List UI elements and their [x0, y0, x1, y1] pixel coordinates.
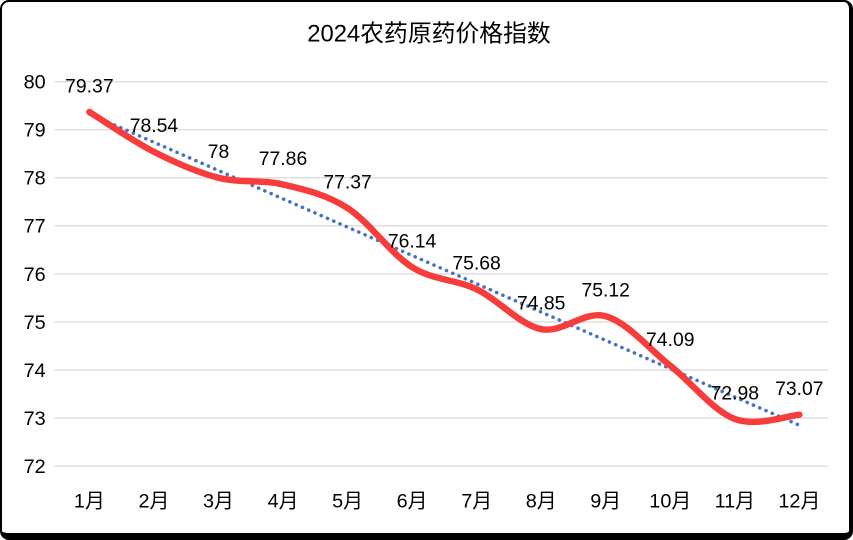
data-label: 77.86 — [259, 149, 307, 170]
data-label: 72.98 — [711, 383, 759, 404]
y-tick-label: 74 — [24, 360, 46, 382]
data-label: 76.14 — [388, 232, 437, 253]
x-tick-label: 1月 — [74, 491, 105, 513]
price-index-line — [86, 108, 803, 426]
y-tick-label: 73 — [24, 408, 46, 430]
chart-svg: 80 79 78 77 76 75 74 73 72 1月 2月 3月 4月 5月 6月 7月 8月 9月 10月… — [24, 20, 829, 513]
y-tick-label: 79 — [24, 120, 46, 142]
x-tick-label: 10月 — [649, 491, 691, 513]
y-tick-label: 76 — [24, 264, 46, 286]
x-tick-label: 6月 — [397, 491, 428, 513]
x-tick-label: 12月 — [778, 491, 820, 513]
series-layer — [86, 108, 803, 428]
data-labels: 79.37 78.54 78 77.86 77.37 76.14 75.68 74.85 75.… — [65, 76, 823, 404]
data-label: 79.37 — [65, 76, 113, 97]
x-tick-label: 9月 — [590, 491, 621, 513]
x-tick-label: 8月 — [526, 491, 557, 513]
data-label: 75.12 — [582, 281, 630, 302]
y-axis-labels: 80 79 78 77 76 75 74 73 72 — [24, 72, 46, 478]
data-label: 77.37 — [323, 172, 371, 193]
x-tick-label: 2月 — [138, 491, 169, 513]
y-tick-label: 72 — [24, 456, 46, 478]
data-label: 74.85 — [517, 294, 565, 315]
y-tick-label: 77 — [24, 216, 46, 238]
data-label: 78.54 — [130, 116, 179, 137]
y-tick-label: 78 — [24, 168, 46, 190]
data-label: 78 — [208, 142, 230, 163]
gridlines — [54, 80, 829, 467]
trendline — [87, 112, 802, 428]
data-label: 73.07 — [775, 379, 823, 400]
y-tick-label: 80 — [24, 72, 46, 94]
data-label: 75.68 — [452, 254, 500, 275]
x-tick-label: 5月 — [332, 491, 363, 513]
x-tick-label: 3月 — [203, 491, 234, 513]
data-label: 74.09 — [646, 330, 694, 351]
x-tick-label: 7月 — [461, 491, 492, 513]
x-tick-label: 4月 — [268, 491, 299, 513]
y-tick-label: 75 — [24, 312, 46, 334]
chart-title: 2024农药原药价格指数 — [307, 20, 551, 47]
x-axis-labels: 1月 2月 3月 4月 5月 6月 7月 8月 9月 10月 11月 12月 — [74, 491, 820, 513]
x-tick-label: 11月 — [715, 491, 755, 513]
